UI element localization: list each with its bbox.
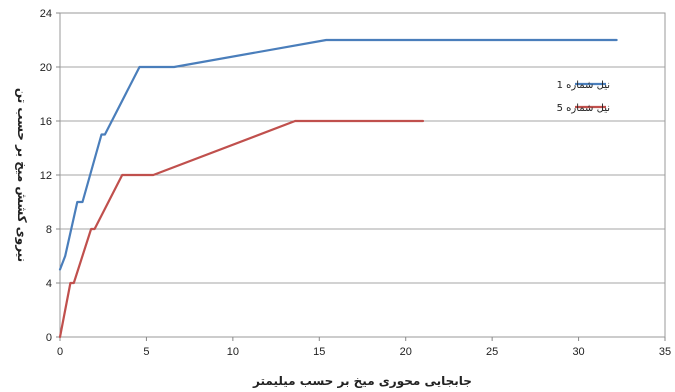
y-tick-label: 16 bbox=[40, 116, 52, 128]
y-axis-ticks: 0 4 8 12 16 20 24 bbox=[40, 8, 60, 344]
y-tick-label: 0 bbox=[46, 332, 52, 344]
y-axis-title: نیروی کشش میخ بر حسب تن bbox=[14, 88, 29, 262]
series-lines bbox=[58, 38, 618, 339]
series-line-1 bbox=[58, 38, 618, 271]
y-tick-label: 12 bbox=[40, 170, 52, 182]
x-tick-label: 15 bbox=[313, 346, 325, 358]
y-tick-label: 8 bbox=[46, 224, 52, 236]
x-tick-label: 5 bbox=[143, 346, 149, 358]
x-tick-label: 25 bbox=[486, 346, 498, 358]
legend-label-1: نیل شماره 1 bbox=[557, 80, 610, 91]
y-tick-label: 24 bbox=[40, 8, 52, 20]
y-tick-label: 4 bbox=[46, 278, 52, 290]
y-tick-label: 20 bbox=[40, 62, 52, 74]
x-axis-ticks: 0 5 10 15 20 25 30 35 bbox=[57, 337, 671, 358]
x-tick-label: 0 bbox=[57, 346, 63, 358]
x-tick-label: 35 bbox=[659, 346, 671, 358]
series-line-2 bbox=[58, 119, 425, 339]
legend: نیل شماره 1 نیل شماره 5 bbox=[557, 80, 610, 114]
legend-label-2: نیل شماره 5 bbox=[557, 103, 610, 114]
x-tick-label: 30 bbox=[572, 346, 584, 358]
x-tick-label: 10 bbox=[227, 346, 239, 358]
x-tick-label: 20 bbox=[400, 346, 412, 358]
x-axis-title: جابجایی محوری میخ بر حسب میلیمتر bbox=[252, 374, 472, 389]
